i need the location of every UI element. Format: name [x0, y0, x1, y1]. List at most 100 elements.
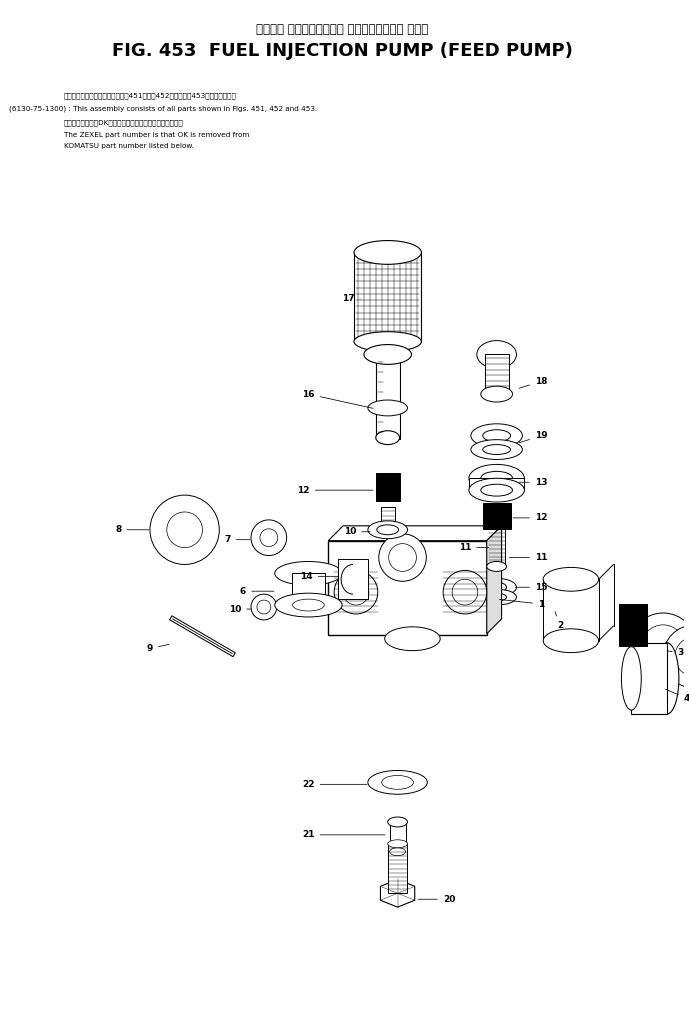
Text: フェエル インジェクション ポンプ　フィード ポンプ: フェエル インジェクション ポンプ フィード ポンプ: [256, 22, 429, 35]
Text: 15: 15: [515, 583, 548, 592]
Ellipse shape: [388, 840, 407, 848]
Bar: [489, 525, 504, 567]
Ellipse shape: [663, 625, 689, 689]
Ellipse shape: [486, 593, 506, 601]
Bar: [381, 507, 395, 536]
Text: 10: 10: [229, 604, 251, 613]
Text: このアッセンブリの構成部品は第451図、第452図および第453図を含みます。: このアッセンブリの構成部品は第451図、第452図および第453図を含みます。: [64, 92, 236, 98]
Text: The ZEXEL part number is that OK is removed from: The ZEXEL part number is that OK is remo…: [64, 132, 249, 138]
Text: 17: 17: [342, 294, 360, 303]
Ellipse shape: [486, 562, 506, 571]
Text: 2: 2: [555, 611, 563, 631]
Ellipse shape: [469, 464, 524, 492]
Ellipse shape: [469, 479, 524, 502]
Ellipse shape: [481, 485, 513, 496]
Ellipse shape: [150, 495, 219, 565]
Ellipse shape: [167, 512, 203, 548]
Bar: [376, 474, 400, 501]
Text: 20: 20: [418, 894, 455, 903]
Ellipse shape: [251, 594, 277, 620]
Text: 12: 12: [513, 513, 548, 522]
Ellipse shape: [354, 240, 422, 265]
Bar: [328, 540, 486, 635]
Ellipse shape: [543, 568, 599, 591]
Ellipse shape: [481, 386, 513, 402]
Ellipse shape: [334, 571, 378, 613]
Text: 21: 21: [302, 830, 385, 840]
Text: 3: 3: [668, 648, 684, 657]
Bar: [388, 844, 407, 893]
Ellipse shape: [379, 533, 426, 581]
Text: 9: 9: [147, 644, 169, 653]
Text: 14: 14: [300, 572, 338, 581]
Bar: [354, 252, 422, 342]
Ellipse shape: [629, 613, 689, 680]
Bar: [469, 479, 524, 490]
Ellipse shape: [364, 345, 411, 364]
Ellipse shape: [471, 440, 522, 459]
Ellipse shape: [452, 579, 477, 605]
Ellipse shape: [275, 562, 342, 585]
Text: 4: 4: [666, 690, 689, 703]
Bar: [390, 822, 406, 852]
Bar: [376, 355, 400, 439]
Ellipse shape: [382, 776, 413, 789]
Ellipse shape: [354, 332, 422, 352]
Polygon shape: [380, 879, 415, 908]
Bar: [631, 643, 667, 714]
Ellipse shape: [443, 571, 486, 613]
Text: 12: 12: [297, 486, 373, 495]
Ellipse shape: [477, 578, 517, 596]
Text: 22: 22: [302, 780, 367, 789]
Text: 16: 16: [302, 389, 373, 409]
Ellipse shape: [343, 579, 369, 605]
Ellipse shape: [477, 341, 517, 368]
Ellipse shape: [477, 589, 517, 605]
Text: 11: 11: [509, 553, 548, 562]
Ellipse shape: [641, 625, 685, 668]
Ellipse shape: [675, 637, 689, 676]
Bar: [543, 579, 599, 641]
Ellipse shape: [260, 528, 278, 547]
Polygon shape: [328, 526, 502, 540]
Ellipse shape: [471, 424, 522, 447]
Text: 1: 1: [500, 599, 544, 608]
Ellipse shape: [486, 582, 506, 592]
Text: FIG. 453  FUEL INJECTION PUMP (FEED PUMP): FIG. 453 FUEL INJECTION PUMP (FEED PUMP): [112, 43, 573, 61]
Ellipse shape: [483, 444, 511, 454]
Ellipse shape: [293, 599, 325, 611]
Text: (6130-75-1300) : This assembly consists of all parts shown in Figs. 451, 452 and: (6130-75-1300) : This assembly consists …: [10, 105, 318, 113]
Text: 品番のメーカ記号DKを除いたものがゼクセルの品番です。: 品番のメーカ記号DKを除いたものがゼクセルの品番です。: [64, 120, 183, 127]
Text: 7: 7: [224, 535, 250, 545]
Ellipse shape: [655, 643, 679, 714]
Ellipse shape: [257, 600, 271, 613]
Text: 11: 11: [459, 544, 489, 552]
Bar: [485, 355, 508, 394]
Bar: [338, 560, 368, 599]
Ellipse shape: [376, 431, 400, 444]
Bar: [291, 573, 325, 605]
Ellipse shape: [251, 520, 287, 556]
Ellipse shape: [368, 401, 407, 416]
Text: 8: 8: [115, 525, 149, 534]
Ellipse shape: [377, 525, 398, 534]
Ellipse shape: [543, 629, 599, 653]
Ellipse shape: [368, 771, 427, 794]
Ellipse shape: [275, 593, 342, 617]
Ellipse shape: [621, 647, 641, 710]
Ellipse shape: [384, 627, 440, 651]
Ellipse shape: [368, 521, 407, 538]
Bar: [619, 604, 647, 646]
Polygon shape: [486, 526, 502, 634]
Text: 19: 19: [519, 431, 548, 443]
Text: 13: 13: [520, 478, 548, 487]
Ellipse shape: [389, 544, 416, 571]
Ellipse shape: [483, 430, 511, 442]
Text: 6: 6: [240, 587, 274, 595]
Bar: [483, 503, 511, 528]
Ellipse shape: [388, 817, 407, 827]
Text: 18: 18: [519, 377, 548, 388]
Ellipse shape: [390, 848, 406, 856]
Text: KOMATSU part number listed below.: KOMATSU part number listed below.: [64, 144, 194, 149]
Ellipse shape: [481, 472, 513, 486]
